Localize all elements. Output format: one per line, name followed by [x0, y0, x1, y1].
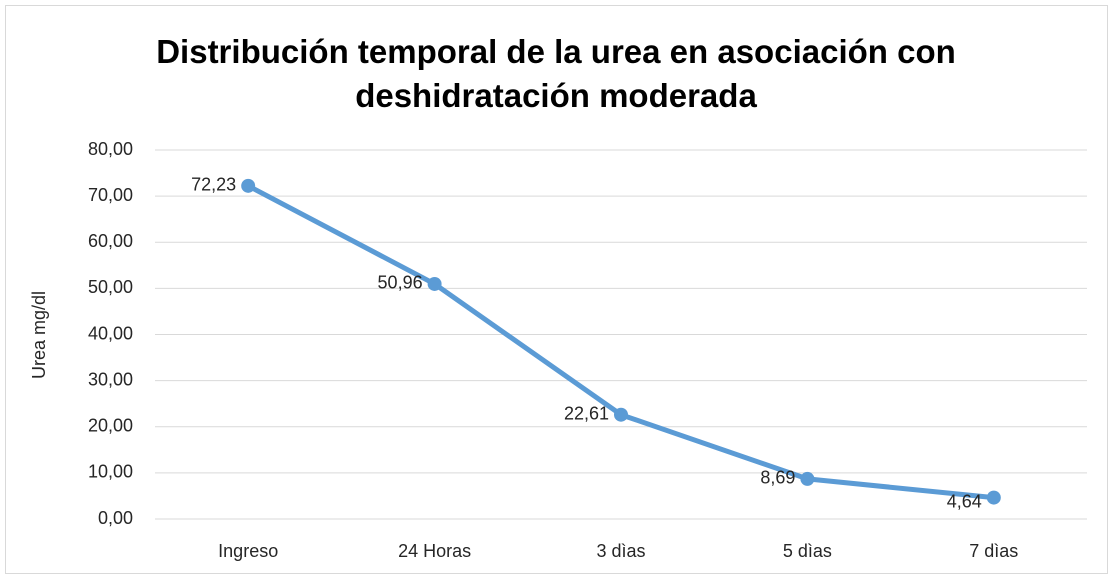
- y-axis-label: Urea mg/dl: [29, 291, 49, 379]
- data-label: 50,96: [378, 273, 423, 293]
- x-tick-label: 3 dìas: [596, 541, 645, 561]
- y-tick-label: 0,00: [98, 508, 133, 528]
- x-tick-label: 5 dìas: [783, 541, 832, 561]
- marker: [427, 276, 442, 291]
- marker: [986, 490, 1001, 505]
- x-tick-label: Ingreso: [218, 541, 278, 561]
- chart-title: Distribución temporal de la urea en asoc…: [156, 33, 956, 114]
- y-tick-label: 60,00: [88, 231, 133, 251]
- data-label: 22,61: [564, 403, 609, 423]
- data-label: 8,69: [760, 468, 795, 488]
- chart-border: [5, 5, 1108, 574]
- y-tick-label: 10,00: [88, 462, 133, 482]
- y-tick-label: 40,00: [88, 323, 133, 343]
- data-label: 4,64: [947, 491, 982, 511]
- x-tick-label: 7 dìas: [969, 541, 1018, 561]
- marker: [241, 178, 256, 193]
- x-tick-label: 24 Horas: [398, 541, 471, 561]
- y-tick-label: 70,00: [88, 185, 133, 205]
- y-tick-label: 80,00: [88, 139, 133, 159]
- data-label: 72,23: [191, 175, 236, 195]
- marker: [800, 471, 815, 486]
- y-tick-label: 50,00: [88, 277, 133, 297]
- y-tick-label: 30,00: [88, 369, 133, 389]
- marker: [614, 407, 628, 422]
- y-tick-label: 20,00: [88, 416, 133, 436]
